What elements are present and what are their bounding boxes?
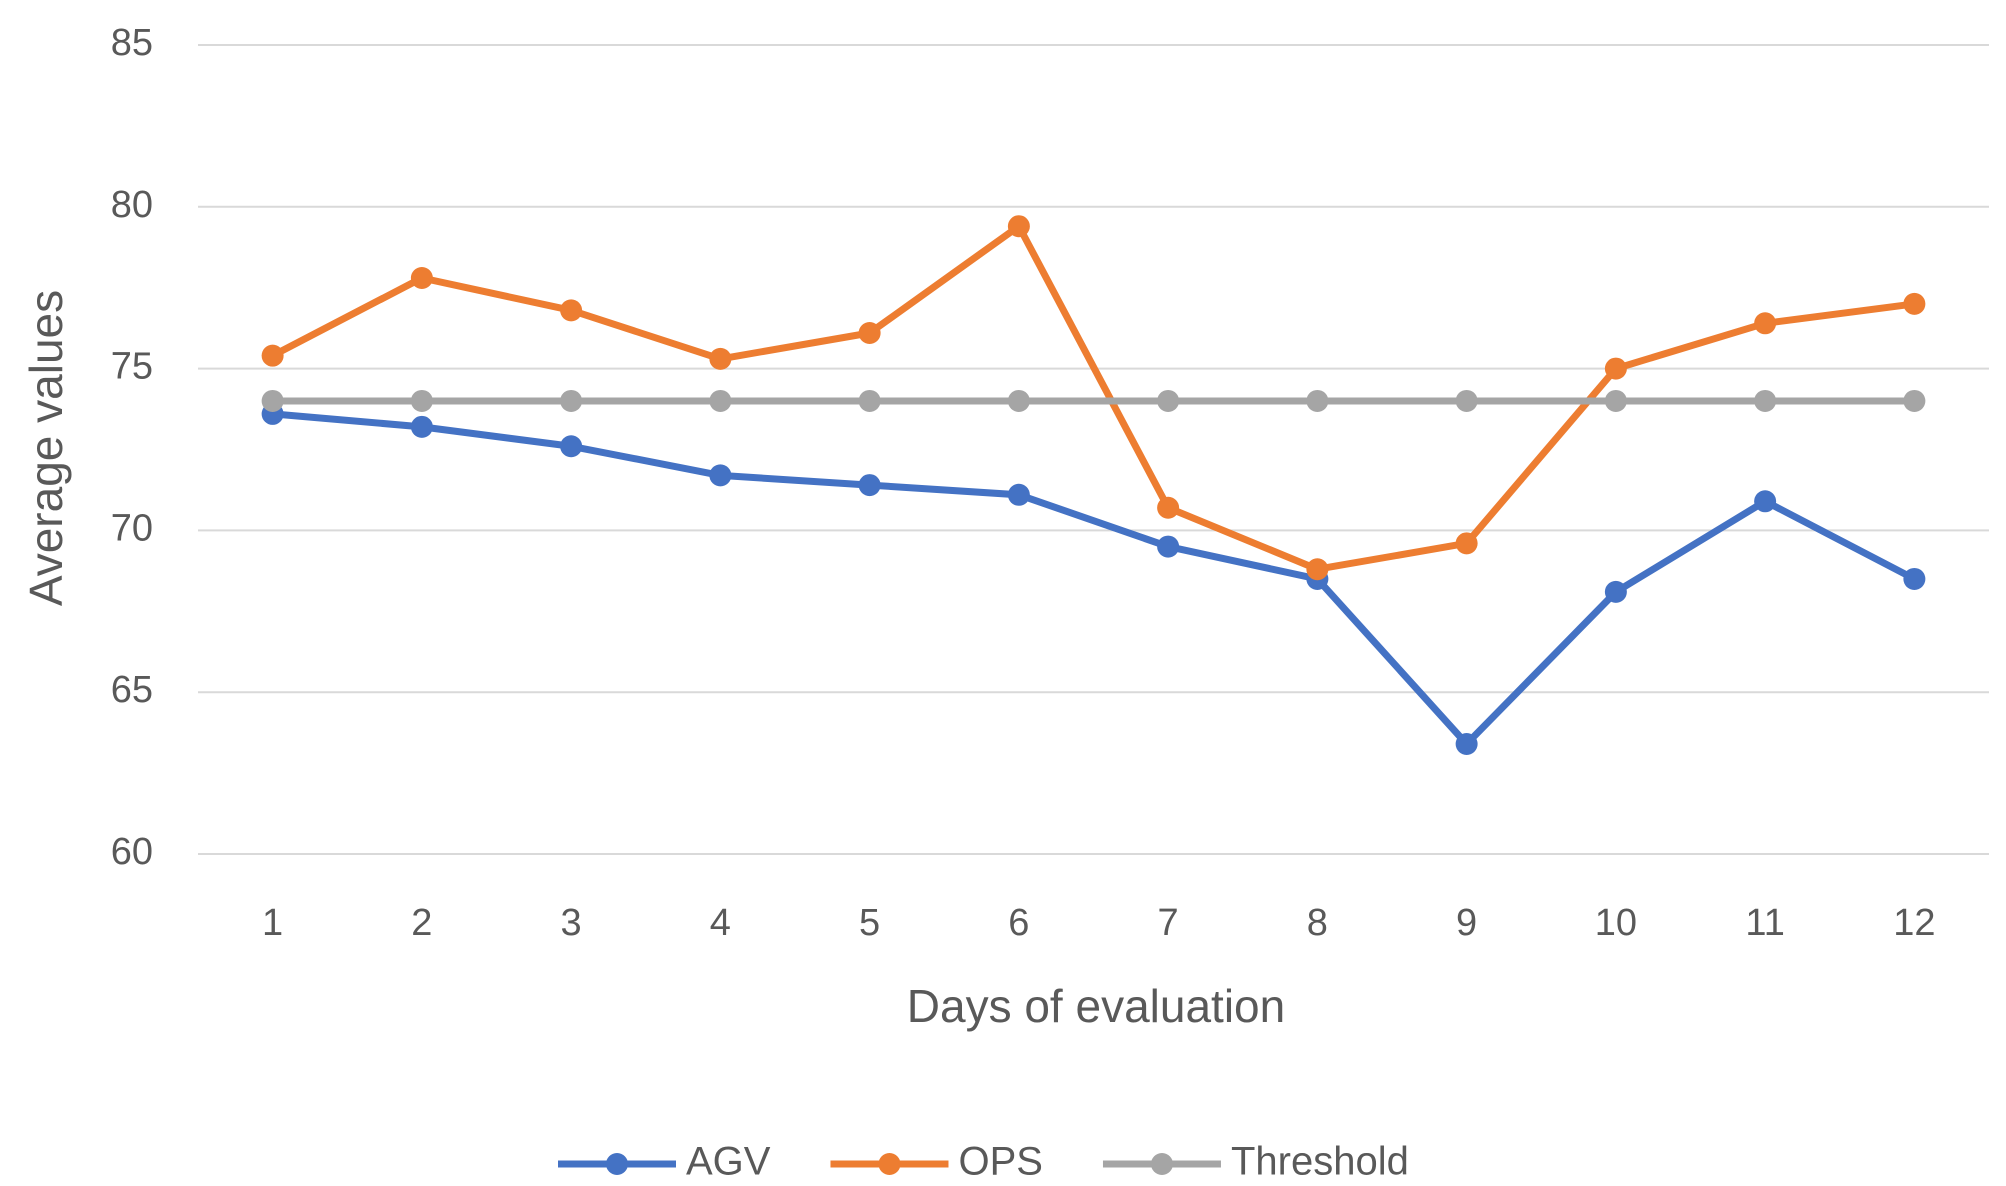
x-tick-label: 4 [710,902,731,944]
y-tick-label: 80 [111,184,153,226]
data-point [1754,312,1777,335]
data-point [858,474,881,497]
data-point [1604,389,1627,412]
legend-label: AGV [686,1140,771,1184]
x-tick-label: 3 [561,902,582,944]
x-tick-label: 6 [1008,902,1029,944]
x-tick-label: 2 [411,902,432,944]
x-tick-label: 7 [1158,902,1179,944]
data-point [709,347,732,370]
y-tick-label: 75 [111,346,153,388]
x-tick-label: 12 [1893,902,1935,944]
data-point [410,266,433,289]
data-point [709,464,732,487]
y-tick-label: 65 [111,669,153,711]
data-point [1455,389,1478,412]
y-tick-label: 85 [111,22,153,64]
x-tick-label: 10 [1595,902,1637,944]
data-point [1754,490,1777,513]
data-point [1306,389,1329,412]
data-point [1604,357,1627,380]
legend-label: Threshold [1231,1140,1409,1184]
data-point [1903,567,1926,590]
data-point [560,389,583,412]
data-point [1903,292,1926,315]
data-point [560,299,583,322]
x-tick-label: 8 [1307,902,1328,944]
data-point [1306,558,1329,581]
series-line [271,222,1915,573]
data-point [709,389,732,412]
data-point [858,389,881,412]
data-point [1604,580,1627,603]
y-axis-title: Average values [20,290,72,606]
series-line [272,410,1916,748]
data-point [1157,535,1180,558]
legend-marker [878,1153,901,1175]
data-point [1007,389,1030,412]
x-tick-label: 9 [1456,902,1477,944]
data-point [1455,732,1478,755]
data-point [1007,483,1030,506]
data-point [560,435,583,458]
data-point [410,415,433,438]
y-tick-label: 60 [111,831,153,873]
data-point [261,344,284,367]
data-point [1754,389,1777,412]
x-tick-label: 11 [1745,902,1784,944]
legend-label: OPS [958,1140,1042,1184]
data-point [1157,496,1180,519]
x-tick-label: 5 [859,902,880,944]
data-point [1007,215,1030,238]
legend-marker [1150,1153,1173,1175]
data-point [410,389,433,412]
data-point [261,389,284,412]
x-tick-label: 1 [262,902,283,944]
data-point [1903,389,1926,412]
legend-marker [606,1153,628,1175]
data-point [1455,532,1478,555]
x-axis-title: Days of evaluation [907,980,1285,1032]
data-point [858,322,881,345]
y-tick-label: 70 [111,507,153,549]
data-point [1157,389,1180,412]
